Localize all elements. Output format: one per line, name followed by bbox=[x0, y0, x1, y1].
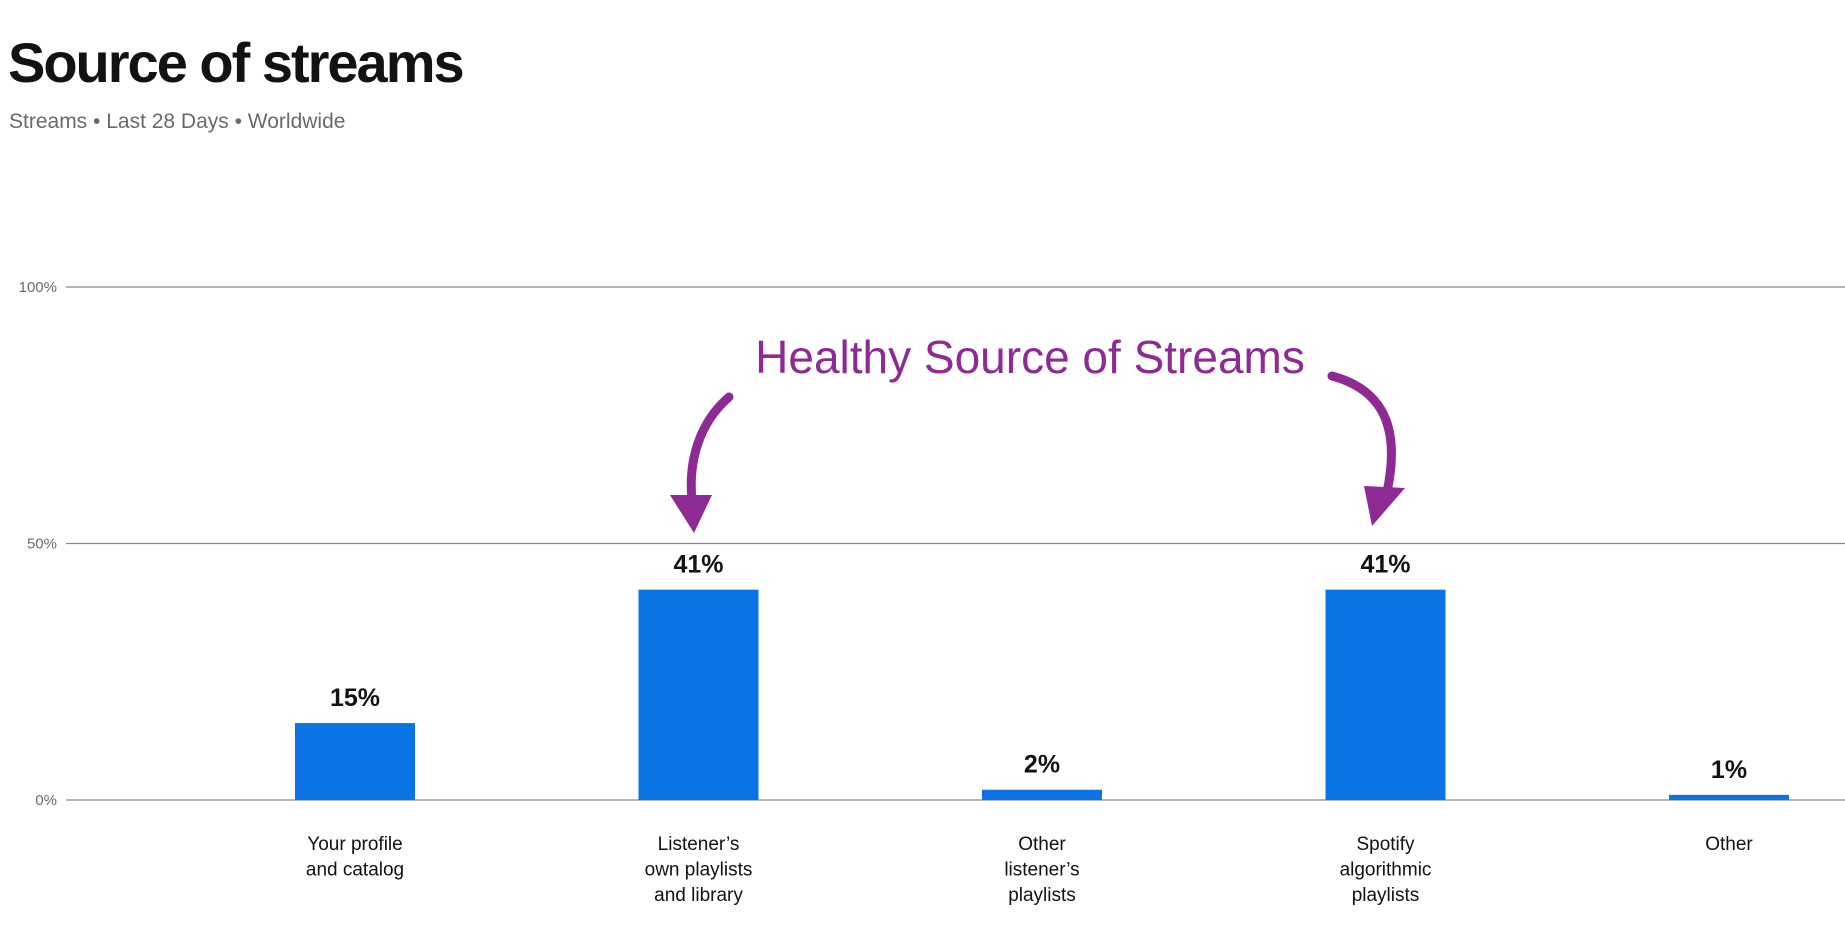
bar-value-label: 41% bbox=[673, 551, 723, 579]
y-tick-label: 0% bbox=[35, 792, 57, 809]
x-category-label: own playlists bbox=[645, 860, 753, 881]
bar-value-label: 41% bbox=[1360, 551, 1410, 579]
x-category-label: Spotify bbox=[1356, 834, 1415, 855]
value-labels: 15% 41% 2% 41% 1% bbox=[330, 551, 1747, 784]
x-category-label: playlists bbox=[1008, 885, 1076, 906]
x-category-label: Other bbox=[1018, 834, 1066, 855]
bar bbox=[638, 589, 759, 800]
y-tick-label: 50% bbox=[27, 536, 57, 553]
x-category-label: Listener’s bbox=[658, 834, 740, 855]
y-axis-ticks: 0% 50% 100% bbox=[19, 279, 57, 809]
right-annotation-arrow bbox=[1327, 371, 1396, 497]
x-category-label: Your profile bbox=[307, 834, 402, 855]
y-tick-label: 100% bbox=[19, 279, 57, 296]
x-category-label: and catalog bbox=[306, 860, 404, 881]
bars bbox=[295, 589, 1789, 800]
page-subtitle: Streams • Last 28 Days • Worldwide bbox=[9, 110, 346, 133]
x-category-label: Other bbox=[1705, 834, 1753, 855]
category-labels: Your profile and catalog Listener’s own pla… bbox=[306, 834, 1754, 906]
bar bbox=[982, 789, 1102, 800]
left-annotation-arrow bbox=[686, 392, 734, 505]
bar bbox=[295, 723, 415, 800]
annotation-group: Healthy Source of Streams bbox=[670, 331, 1405, 533]
right-arrowhead-icon bbox=[1364, 486, 1405, 526]
bar bbox=[1325, 589, 1446, 800]
bar-value-label: 15% bbox=[330, 684, 380, 712]
bar bbox=[1669, 794, 1789, 800]
x-category-label: playlists bbox=[1352, 885, 1420, 906]
x-category-label: algorithmic bbox=[1340, 860, 1432, 881]
x-category-label: listener’s bbox=[1004, 860, 1079, 881]
left-arrowhead-icon bbox=[670, 495, 712, 533]
annotation-text: Healthy Source of Streams bbox=[755, 331, 1305, 383]
page-title: Source of streams bbox=[8, 31, 465, 94]
bar-value-label: 2% bbox=[1024, 751, 1060, 779]
bar-value-label: 1% bbox=[1711, 756, 1747, 784]
x-category-label: and library bbox=[654, 885, 743, 906]
